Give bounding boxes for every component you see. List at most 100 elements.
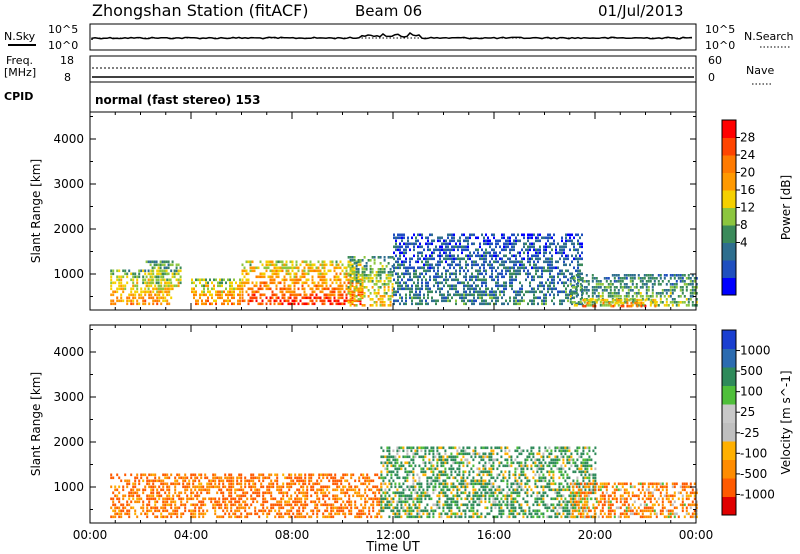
scatter-cell	[255, 275, 258, 279]
scatter-cell	[184, 479, 187, 483]
scatter-cell	[409, 260, 411, 264]
scatter-cell	[347, 278, 350, 282]
scatter-cell	[466, 494, 469, 498]
scatter-cell	[295, 260, 298, 264]
scatter-cell	[287, 287, 290, 291]
scatter-cell	[439, 263, 441, 267]
scatter-cell	[392, 509, 395, 513]
scatter-cell	[437, 239, 439, 243]
scatter-cell	[360, 515, 363, 519]
scatter-cell	[455, 302, 457, 306]
scatter-cell	[434, 485, 437, 489]
scatter-cell	[243, 284, 246, 288]
scatter-cell	[316, 488, 319, 492]
scatter-cell	[323, 272, 326, 276]
scatter-cell	[160, 479, 163, 483]
scatter-cell	[184, 476, 187, 480]
scatter-cell	[272, 497, 275, 501]
scatter-cell	[527, 254, 529, 258]
scatter-cell	[172, 512, 175, 516]
scatter-cell	[588, 298, 591, 302]
scatter-cell	[290, 476, 293, 480]
scatter-cell	[167, 287, 170, 291]
scatter-cell	[134, 476, 137, 480]
scatter-cell	[595, 301, 598, 304]
scatter-cell	[110, 497, 113, 501]
scatter-cell	[482, 452, 485, 456]
scatter-cell	[206, 491, 209, 495]
scatter-cell	[397, 275, 399, 279]
scatter-cell	[433, 239, 435, 243]
scatter-cell	[441, 260, 443, 264]
scatter-cell	[261, 281, 264, 285]
scatter-cell	[495, 242, 497, 246]
scatter-cell	[363, 295, 366, 298]
scatter-cell	[521, 257, 523, 261]
scatter-cell	[368, 506, 371, 510]
scatter-cell	[165, 266, 168, 270]
scatter-cell	[353, 274, 356, 277]
scatter-cell	[521, 266, 523, 270]
scatter-cell	[589, 301, 592, 304]
scatter-cell	[150, 473, 153, 477]
scatter-cell	[547, 287, 549, 291]
scatter-cell	[267, 275, 270, 279]
scatter-cell	[392, 458, 395, 462]
scatter-cell	[589, 304, 592, 307]
scatter-cell	[385, 274, 388, 277]
scatter-cell	[156, 269, 159, 273]
scatter-cell	[112, 299, 115, 303]
scatter-cell	[328, 503, 331, 507]
scatter-cell	[667, 280, 670, 283]
scatter-cell	[402, 446, 405, 450]
scatter-cell	[450, 491, 453, 495]
scatter-cell	[380, 488, 383, 492]
scatter-cell	[517, 272, 519, 276]
scatter-cell	[287, 302, 290, 306]
scatter-cell	[508, 470, 511, 474]
scatter-cell	[144, 299, 147, 303]
scatter-cell	[531, 266, 533, 270]
scatter-cell	[563, 245, 565, 249]
scatter-cell	[303, 302, 306, 306]
scatter-cell	[110, 278, 113, 282]
scatter-cell	[509, 236, 511, 240]
scatter-cell	[472, 506, 475, 510]
scatter-cell	[302, 503, 305, 507]
scatter-cell	[382, 491, 385, 495]
scatter-cell	[465, 272, 467, 276]
scatter-cell	[573, 286, 576, 289]
scatter-cell	[355, 277, 358, 280]
scatter-cell	[164, 272, 167, 276]
scatter-cell	[418, 446, 421, 450]
scatter-cell	[625, 274, 628, 277]
scatter-cell	[581, 293, 583, 297]
scatter-cell	[344, 473, 347, 477]
scatter-cell	[471, 293, 473, 297]
scatter-cell	[410, 509, 413, 513]
scatter-cell	[481, 284, 483, 288]
scatter-cell	[519, 254, 521, 258]
scatter-cell	[351, 301, 354, 304]
scatter-cell	[421, 254, 423, 258]
scatter-cell	[126, 512, 129, 516]
scatter-cell	[388, 446, 391, 450]
scatter-cell	[386, 455, 389, 459]
scatter-cell	[426, 515, 429, 519]
scatter-cell	[507, 239, 509, 243]
scatter-cell	[447, 299, 449, 303]
scatter-cell	[533, 275, 535, 279]
scatter-cell	[178, 482, 181, 486]
scatter-cell	[386, 464, 389, 468]
scatter-cell	[683, 301, 686, 304]
scatter-cell	[396, 491, 399, 495]
scatter-cell	[146, 506, 149, 510]
scatter-cell	[579, 254, 581, 258]
scatter-cell	[285, 290, 288, 294]
scatter-cell	[266, 500, 269, 504]
scatter-cell	[315, 284, 318, 288]
scatter-cell	[679, 301, 682, 304]
scatter-cell	[319, 278, 322, 282]
scatter-cell	[502, 473, 505, 477]
scatter-cell	[349, 301, 352, 304]
